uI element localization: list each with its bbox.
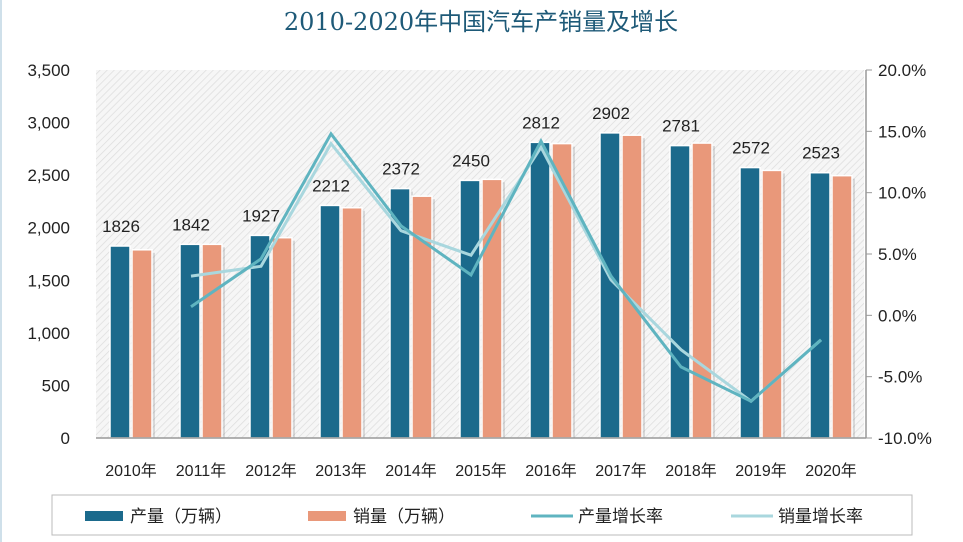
x-tick-label: 2017年 [595,462,647,480]
left-tick-label: 2,000 [27,219,70,238]
x-tick-label: 2015年 [455,462,507,480]
sales-bar [271,236,293,439]
x-tick-label: 2020年 [805,462,857,480]
left-tick-label: 500 [42,376,70,395]
x-tick-label: 2012年 [245,462,297,480]
sales-bar [621,134,643,439]
production-bar [179,243,201,439]
right-tick-label: 0.0% [878,306,917,325]
left-tick-label: 0 [61,429,70,448]
chart-title: 2010-2020年中国汽车产销量及增长 [284,8,678,36]
x-tick-label: 2013年 [315,462,367,480]
production-bar [529,141,551,439]
right-tick-label: -5.0% [878,368,922,387]
left-tick-label: 3,000 [27,114,70,133]
sales-bar [761,169,783,439]
left-tick-label: 1,000 [27,324,70,343]
legend-label-sales-growth: 销量增长率 [778,507,863,526]
sales-bar [131,249,153,439]
legend-label-production: 产量（万辆） [130,507,232,526]
production-data-label: 2812 [522,113,560,132]
x-tick-label: 2010年 [105,462,157,480]
right-tick-label: 15.0% [878,122,926,141]
production-growth-line [190,131,822,403]
legend-label-sales: 销量（万辆） [353,507,455,526]
left-tick-label: 2,500 [27,166,70,185]
left-tick-label: 3,500 [27,61,70,80]
right-tick-label: 5.0% [878,245,917,264]
legend-label-production-growth: 产量增长率 [578,507,663,526]
production-data-label: 2450 [452,151,490,170]
right-tick-label: 20.0% [878,61,926,80]
production-data-label: 1927 [242,206,280,225]
production-data-label: 2372 [382,160,420,179]
x-tick-label: 2019年 [735,462,787,480]
legend: 产量（万辆） 销量（万辆） 产量增长率 销量增长率 [51,494,913,536]
production-bar [669,144,691,439]
production-data-label: 1826 [102,217,140,236]
sales-bar [411,195,433,439]
production-data-label: 2572 [732,139,770,158]
production-data-label: 2212 [312,176,350,195]
production-bar [459,179,481,439]
production-bar [319,204,341,439]
production-data-label: 2902 [592,104,630,123]
legend-swatch-production [85,511,123,521]
x-tick-label: 2016年 [525,462,577,480]
left-tick-label: 1,500 [27,271,70,290]
production-data-label: 2523 [802,144,840,163]
production-bar [109,245,131,439]
production-data-label: 1842 [172,215,210,234]
sales-growth-line [190,140,822,404]
x-tick-label: 2018年 [665,462,717,480]
sales-bar [831,174,853,439]
sales-bar [341,206,363,439]
x-tick-label: 2011年 [176,462,226,480]
right-tick-label: -10.0% [878,429,932,448]
production-data-label: 2781 [662,117,700,136]
right-tick-label: 10.0% [878,184,926,203]
x-tick-label: 2014年 [385,462,437,480]
sales-bar [691,142,713,439]
production-bar [809,171,831,439]
legend-swatch-sales [308,511,346,521]
